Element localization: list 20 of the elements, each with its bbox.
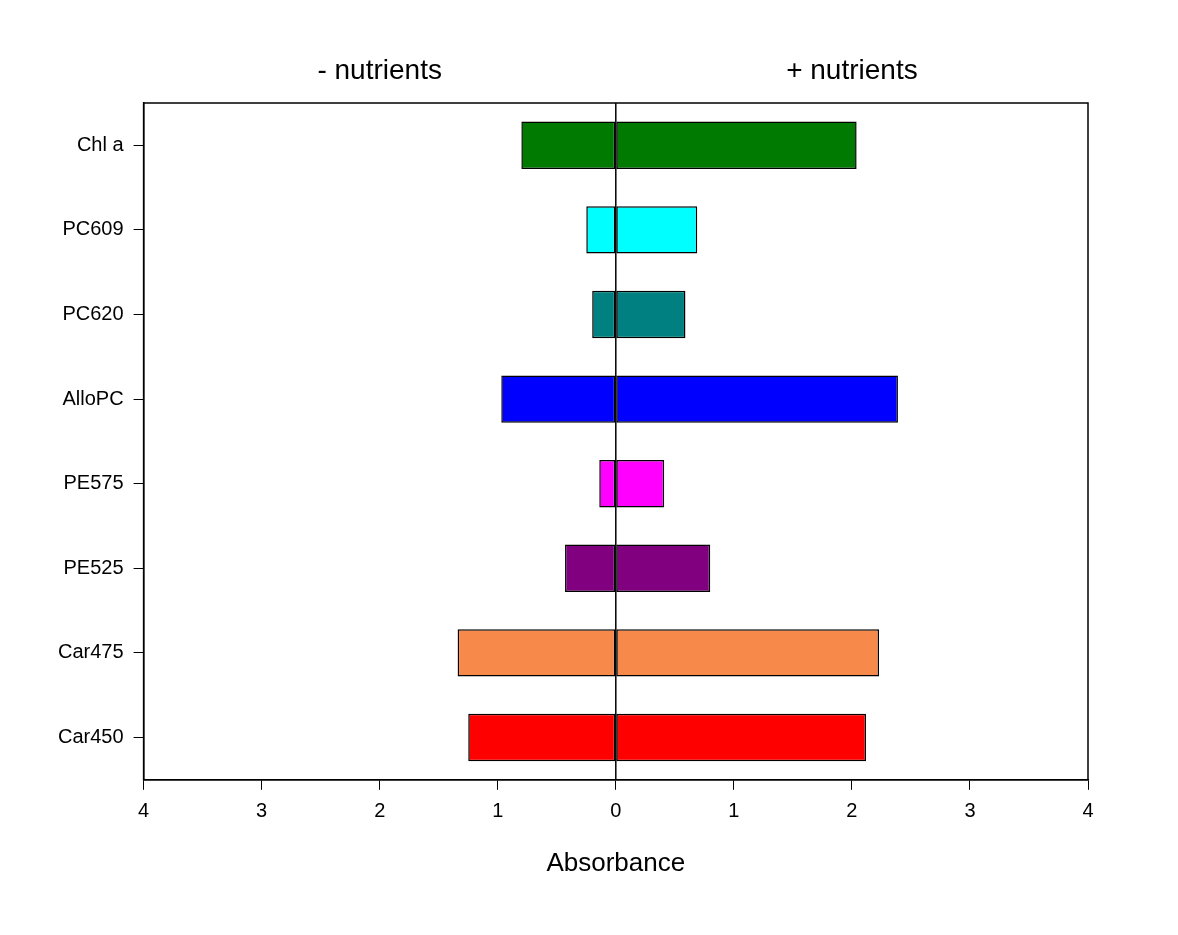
x-tick-label: 3 <box>964 799 976 822</box>
text: + nutrients <box>786 53 918 85</box>
x-tick-label: 4 <box>138 799 150 822</box>
text: - nutrients <box>317 53 442 85</box>
x-tick-label: 3 <box>256 799 268 822</box>
y-tick-label: PE525 <box>63 555 124 578</box>
y-tick-label: Car450 <box>57 725 124 748</box>
y-tick-label: PC609 <box>62 217 124 240</box>
x-tick-label: 1 <box>728 799 740 822</box>
y-tick-label: AlloPC <box>62 386 124 409</box>
x-tick-label: 2 <box>846 799 858 822</box>
y-tick-label: PE575 <box>63 471 124 494</box>
x-axis-title: Absorbance <box>546 846 686 877</box>
y-tick-label: Chl a <box>76 132 125 155</box>
x-tick-label: 2 <box>374 799 386 822</box>
x-tick-label: 4 <box>1082 799 1094 822</box>
y-tick-label: PC620 <box>62 302 124 325</box>
x-tick-label: 0 <box>610 799 622 822</box>
x-tick-label: 1 <box>492 799 504 822</box>
y-tick-label: Car475 <box>57 640 124 663</box>
